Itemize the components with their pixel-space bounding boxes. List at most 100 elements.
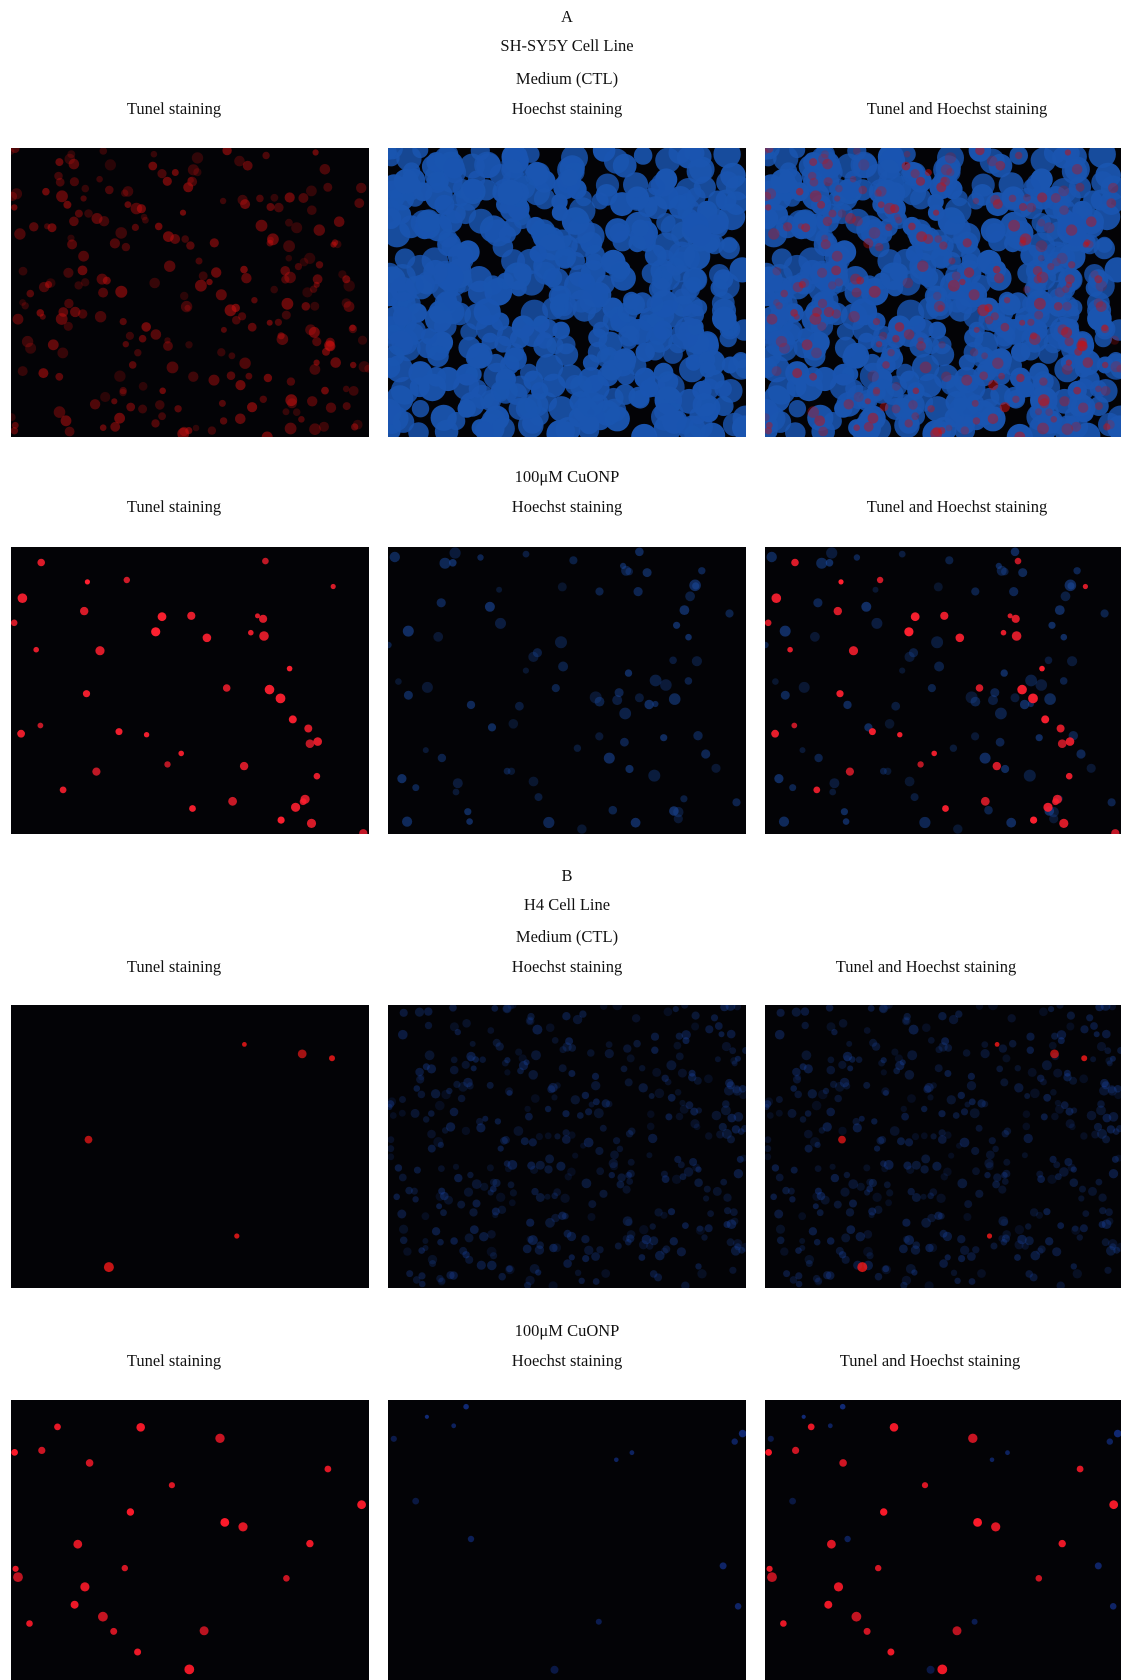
cell	[813, 1238, 821, 1246]
cell	[692, 392, 717, 417]
cell	[996, 1065, 1004, 1073]
cell	[882, 1090, 889, 1096]
cell	[644, 244, 667, 267]
cell	[1000, 629, 1007, 636]
cell	[164, 761, 171, 768]
cell	[1044, 194, 1069, 219]
cell	[503, 1005, 511, 1013]
cell	[900, 1281, 908, 1288]
cell	[946, 375, 969, 398]
cell	[695, 1166, 702, 1173]
cell	[883, 1181, 891, 1189]
cell	[985, 1162, 994, 1171]
cell	[998, 1235, 1006, 1242]
cell	[730, 1246, 741, 1256]
cell	[1035, 734, 1043, 742]
cell	[741, 1242, 746, 1252]
cell	[991, 1522, 1001, 1532]
cell	[1067, 656, 1078, 667]
cell	[924, 169, 932, 176]
cell	[515, 1048, 523, 1056]
cell	[765, 1153, 772, 1161]
cell	[1050, 1089, 1057, 1096]
cell	[939, 1229, 948, 1238]
cell	[261, 431, 273, 437]
cell	[427, 1144, 436, 1153]
cell	[687, 148, 705, 162]
cell	[920, 1132, 928, 1140]
cell	[428, 1110, 435, 1117]
cell	[623, 1044, 632, 1053]
cell	[1101, 1081, 1110, 1090]
cell	[891, 701, 901, 711]
cell	[80, 606, 89, 616]
cell	[517, 394, 542, 419]
cell	[660, 734, 668, 742]
cell	[883, 202, 896, 215]
cell	[625, 1171, 632, 1179]
cell	[962, 1049, 971, 1057]
cell	[497, 1205, 507, 1214]
cell	[424, 1414, 429, 1419]
cell	[621, 565, 632, 576]
cell	[819, 290, 839, 310]
cell	[962, 238, 972, 248]
cell	[469, 1040, 476, 1047]
cell	[646, 1152, 653, 1159]
cell	[971, 1146, 980, 1156]
cell	[1008, 1039, 1017, 1048]
cell	[891, 381, 901, 391]
cell	[1113, 1246, 1121, 1254]
cell	[681, 1281, 690, 1288]
cell	[884, 719, 895, 729]
cell	[110, 1627, 118, 1635]
cell	[924, 1082, 934, 1093]
cell	[931, 750, 937, 757]
cell	[964, 1101, 971, 1108]
cell	[970, 696, 981, 707]
cell	[544, 1132, 552, 1140]
cell	[945, 556, 954, 565]
cell	[722, 1100, 730, 1108]
cell	[726, 1029, 736, 1039]
cell	[405, 1186, 413, 1195]
cell	[283, 1575, 290, 1582]
cell	[874, 189, 882, 197]
cell	[952, 1112, 960, 1119]
cell	[449, 559, 457, 567]
cell	[1090, 270, 1099, 279]
cell	[969, 1108, 980, 1119]
cell	[1094, 275, 1103, 284]
cell	[601, 359, 623, 381]
cell	[462, 1251, 470, 1259]
cell	[733, 1169, 744, 1179]
cell	[476, 1117, 484, 1126]
cell	[852, 1117, 860, 1126]
cell	[963, 1213, 972, 1221]
cell	[721, 236, 738, 253]
cell	[433, 1137, 444, 1147]
cell	[1108, 1169, 1119, 1179]
cell	[517, 1067, 524, 1075]
cell	[798, 281, 806, 289]
cell	[449, 1271, 458, 1280]
cell	[1071, 1225, 1079, 1232]
cell	[769, 306, 789, 326]
cell	[220, 326, 227, 333]
cell	[245, 372, 253, 380]
cell	[554, 1133, 561, 1140]
cell	[457, 1200, 466, 1209]
cell	[795, 1272, 803, 1280]
cell	[927, 1192, 934, 1200]
cell	[1030, 1088, 1040, 1099]
cell	[123, 576, 130, 584]
cell	[998, 1044, 1008, 1053]
cell	[582, 1255, 590, 1263]
cell	[520, 363, 539, 382]
cell	[686, 158, 712, 185]
cell	[422, 1063, 430, 1071]
cell	[406, 1270, 414, 1278]
cell	[486, 353, 506, 373]
cell	[696, 1225, 704, 1232]
cell	[995, 737, 1005, 747]
